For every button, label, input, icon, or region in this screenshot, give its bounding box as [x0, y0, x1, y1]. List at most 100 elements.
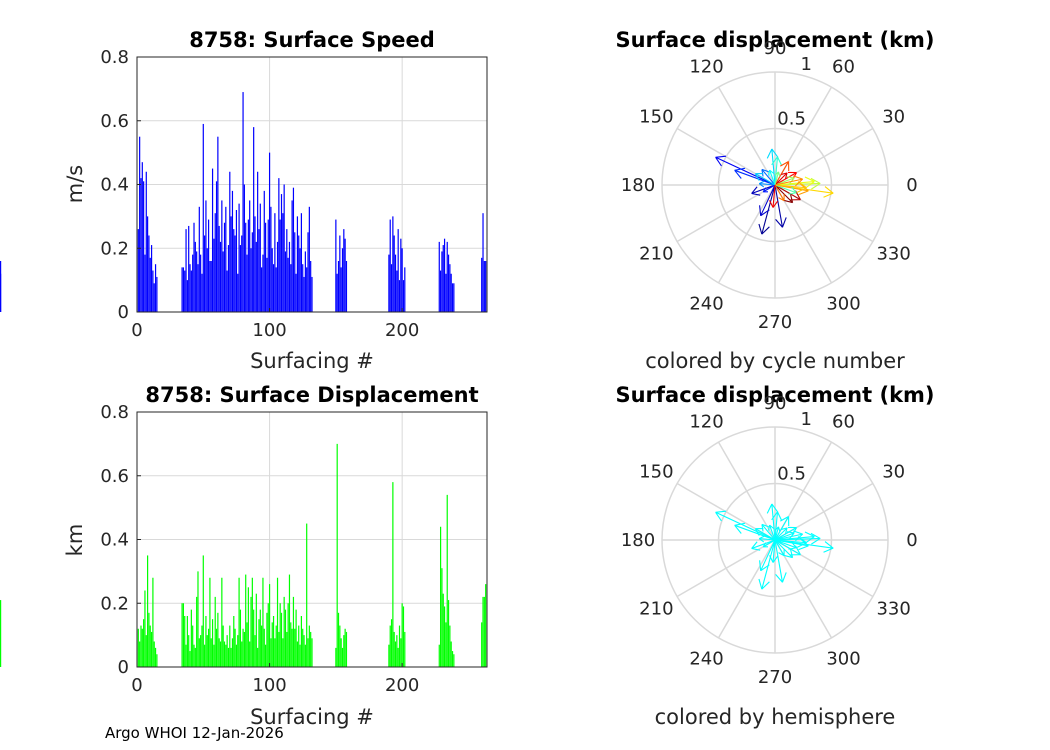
- speed-bar: [243, 184, 245, 312]
- speed-bar: [221, 200, 223, 312]
- rose-hemi-angle-label: 60: [832, 411, 855, 432]
- displacement-bar: [279, 603, 281, 667]
- displacement-bar: [483, 596, 485, 667]
- speed-bar: [271, 248, 273, 312]
- displacement-bar: [449, 625, 451, 667]
- displacement-bar: [141, 628, 143, 667]
- speed-bar: [390, 264, 393, 312]
- rose-hemi-arrow: [774, 539, 797, 549]
- rose-cycle-title: Surface displacement (km): [615, 28, 934, 52]
- displacement-bar: [396, 635, 398, 667]
- rose-cycle-arrowhead: [795, 178, 804, 187]
- displacement-bar: [311, 638, 313, 667]
- rose-cycle-arrowhead: [774, 171, 779, 176]
- rose-hemi-spoke: [717, 441, 776, 541]
- displacement-bar: [335, 647, 337, 667]
- displacement-bar: [343, 635, 345, 667]
- displacement-bar: [450, 641, 452, 667]
- rose-hemi-angle-label: 330: [876, 599, 910, 620]
- speed-bar: [306, 267, 308, 312]
- speed-bar: [304, 251, 306, 312]
- displacement-bar: [261, 625, 263, 667]
- speed-bar: [263, 190, 265, 312]
- displacement-bar: [200, 635, 202, 667]
- speed-bar: [143, 181, 145, 312]
- displacement-bar: [250, 596, 252, 667]
- displacement-bar: [339, 625, 341, 667]
- displacement-bar: [445, 622, 447, 667]
- displacement-bar: [255, 593, 257, 667]
- speed-bar: [291, 200, 293, 312]
- displacement-bar: [185, 644, 187, 667]
- speed-bar: [227, 245, 230, 312]
- displacement-title: 8758: Surface Displacement: [145, 383, 478, 407]
- displacement-bar: [291, 628, 293, 667]
- rose-hemi-angle-label: 150: [639, 462, 673, 483]
- rose-hemi-arrowhead: [789, 549, 794, 558]
- displacement-bar: [215, 628, 218, 667]
- displacement-bar: [278, 631, 280, 667]
- speed-bar: [276, 241, 279, 312]
- displacement-bar: [295, 609, 297, 667]
- rose-cycle-angle-label: 150: [639, 107, 673, 128]
- rose-hemi-arrowhead: [762, 542, 767, 548]
- displacement-ytick-label: 0.4: [100, 530, 129, 551]
- speed-bar: [139, 136, 141, 312]
- speed-bar: [267, 219, 269, 312]
- speed-chart: 8758: Surface Speed Surfacing # m/s 0 100…: [0, 28, 488, 373]
- displacement-bar: [276, 577, 279, 667]
- displacement-bar: [156, 654, 158, 667]
- speed-bar: [245, 222, 247, 312]
- rose-cycle-arrowhead: [761, 169, 764, 177]
- displacement-bar: [226, 635, 228, 667]
- rose-hemi-angle-label: 120: [689, 411, 723, 432]
- displacement-bar: [239, 609, 242, 667]
- rose-cycle-arrow: [774, 161, 790, 186]
- speed-bar: [344, 238, 346, 312]
- rose-cycle-arrowhead: [787, 176, 795, 179]
- speed-bar: [481, 257, 483, 312]
- displacement-bar: [211, 619, 214, 667]
- rose-hemi-arrowhead: [769, 524, 775, 530]
- speed-bar: [144, 254, 146, 312]
- displacement-bar: [234, 628, 236, 667]
- rose-hemi-angle-label: 240: [689, 649, 723, 670]
- speed-bar: [246, 254, 248, 312]
- speed-bar: [156, 276, 158, 312]
- displacement-bar: [302, 628, 304, 667]
- rose-hemi-arrow: [774, 516, 790, 541]
- speed-bar: [261, 267, 263, 312]
- rose-cycle-angle-label: 300: [826, 294, 860, 315]
- rose-hemi-arrowhead: [776, 511, 783, 521]
- displacement-bar: [150, 631, 153, 667]
- rose-cycle-arrowhead: [788, 192, 797, 195]
- rose-hemi-arrow: [774, 539, 785, 556]
- displacement-bar: [194, 647, 196, 667]
- displacement-ytick-label: 0.2: [100, 593, 129, 614]
- rose-cycle-arrowhead: [766, 148, 773, 159]
- speed-bar: [275, 267, 277, 312]
- speed-ytick-label: 0.8: [100, 47, 129, 68]
- rose-hemi-arrowhead: [810, 532, 821, 539]
- speed-bar: [196, 251, 198, 312]
- speed-bar: [442, 245, 444, 312]
- speed-bar: [229, 171, 231, 312]
- speed-bar: [150, 245, 153, 312]
- rose-cycle-arrow: [755, 173, 776, 186]
- rose-hemi-arrowhead: [788, 547, 797, 550]
- speed-bar: [250, 248, 252, 312]
- rose-hemi-angle-label: 90: [764, 393, 787, 414]
- displacement-bar: [481, 622, 483, 667]
- displacement-bar: [143, 619, 145, 667]
- displacement-bar: [144, 590, 146, 667]
- displacement-bar: [482, 596, 484, 667]
- rose-cycle-angle-label: 0: [906, 175, 917, 196]
- displacement-bar: [268, 584, 271, 667]
- speed-ylabel: m/s: [63, 165, 87, 203]
- speed-xtick-label: 0: [131, 320, 142, 341]
- rose-hemi-arrowhead: [715, 510, 727, 513]
- displacement-bar: [258, 619, 260, 667]
- rose-hemi-arrowhead: [761, 581, 770, 590]
- speed-bar: [149, 257, 151, 312]
- displacement-bar: [341, 647, 344, 667]
